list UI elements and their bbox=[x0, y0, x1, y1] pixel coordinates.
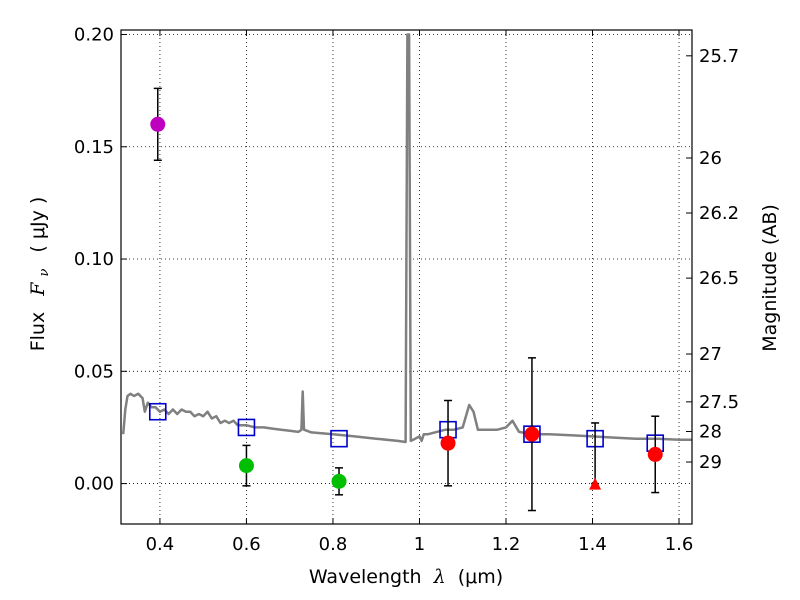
x-tick-label: 0.6 bbox=[232, 534, 261, 555]
x-tick-label: 0.8 bbox=[319, 534, 348, 555]
data-layer bbox=[148, 87, 665, 512]
upper-limit-triangle bbox=[589, 477, 602, 490]
right-tick-label: 27 bbox=[699, 344, 722, 365]
model-photometry-square bbox=[148, 402, 167, 421]
y-tick-label: 0.00 bbox=[74, 474, 114, 495]
measurement-point bbox=[647, 446, 663, 462]
measurement-point bbox=[524, 426, 540, 442]
y-axis-label-unit: ( μJy ) bbox=[27, 197, 49, 253]
x-tick-label: 1 bbox=[414, 534, 425, 555]
x-axis-label-symbol: λ bbox=[433, 566, 446, 588]
measurement-point bbox=[440, 435, 456, 451]
y-axis-label-subscript: ν bbox=[37, 269, 52, 277]
y-axis-label-symbol: F bbox=[27, 282, 49, 297]
right-tick-label: 26 bbox=[699, 148, 722, 169]
x-tick-label: 1.2 bbox=[492, 534, 521, 555]
y-axis-label-prefix: Flux bbox=[27, 312, 49, 352]
x-tick-label: 0.4 bbox=[146, 534, 175, 555]
x-axis-label-unit: (μm) bbox=[458, 566, 503, 588]
x-axis-label: Wavelength λ (μm) bbox=[309, 566, 503, 588]
right-tick-label: 29 bbox=[699, 452, 722, 473]
model-photometry-square bbox=[330, 429, 348, 448]
right-axis-label: Magnitude (AB) bbox=[759, 204, 781, 352]
right-tick-label: 26.2 bbox=[699, 203, 739, 224]
y-tick-label: 0.15 bbox=[74, 137, 114, 158]
measurement-point bbox=[150, 116, 166, 132]
right-tick-label: 27.5 bbox=[699, 392, 739, 413]
y-tick-label: 0.20 bbox=[74, 24, 114, 45]
y-tick-label: 0.10 bbox=[74, 249, 114, 270]
right-tick-label: 28 bbox=[699, 421, 722, 442]
plot-frame bbox=[120, 29, 693, 525]
measurement-point bbox=[331, 473, 347, 489]
right-tick-label: 25.7 bbox=[699, 46, 739, 67]
measurement-point bbox=[238, 458, 254, 474]
y-axis-label: Flux F ν ( μJy ) bbox=[27, 197, 53, 352]
tick-layer: 0.4 0.6 0.8 1 1.2 1.4 1.6 0.00 0.05 0.10 0.15 0.20 2… bbox=[74, 24, 739, 555]
y-tick-label: 0.05 bbox=[74, 361, 114, 382]
right-tick-label: 26.5 bbox=[699, 268, 739, 289]
model-photometry-square bbox=[237, 418, 256, 437]
x-tick-label: 1.4 bbox=[578, 534, 607, 555]
x-axis-label-prefix: Wavelength bbox=[309, 566, 422, 588]
x-tick-label: 1.6 bbox=[665, 534, 694, 555]
